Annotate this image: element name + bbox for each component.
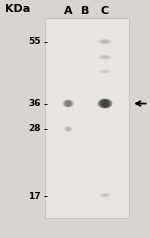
Ellipse shape — [98, 99, 112, 108]
Ellipse shape — [102, 100, 108, 107]
Ellipse shape — [65, 100, 71, 107]
Ellipse shape — [100, 99, 110, 108]
Ellipse shape — [99, 99, 111, 108]
Text: 28: 28 — [28, 124, 40, 133]
Ellipse shape — [101, 99, 109, 108]
Ellipse shape — [63, 100, 74, 107]
Ellipse shape — [66, 101, 70, 106]
Text: B: B — [81, 6, 89, 16]
Ellipse shape — [64, 126, 72, 132]
Ellipse shape — [98, 99, 112, 109]
Text: KDa: KDa — [4, 4, 30, 14]
Text: A: A — [64, 6, 73, 16]
Text: 17: 17 — [28, 192, 40, 201]
Ellipse shape — [64, 100, 73, 107]
Ellipse shape — [65, 100, 72, 107]
Ellipse shape — [63, 100, 73, 107]
Bar — [45, 18, 129, 218]
Text: C: C — [101, 6, 109, 16]
Text: 55: 55 — [28, 37, 40, 46]
Text: 36: 36 — [28, 99, 40, 108]
